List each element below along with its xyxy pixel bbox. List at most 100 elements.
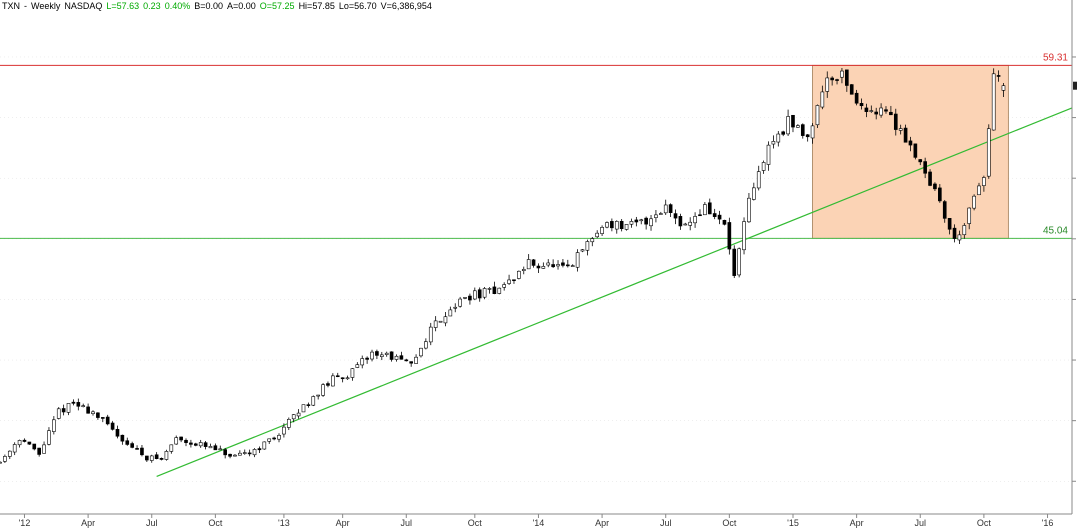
candle-body [517, 270, 521, 279]
candle-body [365, 357, 369, 360]
header-exchange: NASDAQ [64, 1, 103, 11]
candle-body [252, 449, 257, 456]
candle-body [482, 288, 487, 298]
candle-body [668, 204, 673, 213]
x-tick-label: Jul [660, 518, 672, 528]
candle-body [957, 234, 962, 241]
candle-body [257, 448, 262, 451]
candle-body [189, 442, 193, 445]
candle-body [472, 290, 477, 300]
chart-header: TXN - Weekly NASDAQ L=57.63 0.23 0.40% B=0.00 A=… [2, 1, 436, 12]
candle-body [7, 450, 12, 457]
candle-body [874, 111, 879, 115]
candle-body [193, 443, 198, 446]
candle-body [781, 131, 786, 135]
candle-body [428, 326, 433, 343]
header-symbol: TXN [2, 1, 20, 11]
candle-body [0, 461, 2, 464]
candle-body [487, 288, 492, 290]
candle-body [639, 219, 644, 222]
candle-body [492, 286, 497, 294]
candle-body [409, 361, 413, 364]
candle-body [521, 269, 526, 271]
candle-body [453, 306, 458, 309]
x-tick-label: '14 [533, 518, 545, 528]
candle-body [242, 452, 247, 454]
candle-body [110, 422, 115, 430]
candle-body [556, 264, 560, 267]
candle-body [37, 447, 41, 455]
candle-body [301, 404, 306, 413]
candle-body [463, 297, 467, 299]
candle-body [384, 352, 389, 355]
candle-body [737, 248, 741, 276]
candle-body [575, 252, 580, 268]
candle-body [629, 221, 634, 225]
candle-body [419, 347, 423, 357]
candle-body [316, 394, 320, 397]
x-tick-label: Jul [146, 518, 158, 528]
candle-body [879, 107, 883, 116]
candle-body [174, 437, 179, 445]
trendline[interactable] [156, 107, 1073, 477]
candle-body [942, 201, 947, 219]
candle-body [272, 437, 276, 440]
candle-body [321, 384, 325, 396]
candles [0, 67, 1006, 464]
candle-body [22, 439, 27, 442]
x-tick-label: Apr [81, 518, 95, 528]
candle-body [448, 309, 453, 317]
candle-body [277, 434, 281, 440]
candle-body [345, 377, 350, 380]
candle-body [722, 219, 727, 225]
candle-body [32, 443, 37, 450]
candle-body [982, 177, 986, 186]
candle-body [893, 113, 898, 130]
candle-body [394, 355, 399, 360]
header-ask: A=0.00 [227, 1, 256, 11]
candle-body [140, 447, 144, 456]
candle-body [825, 77, 830, 92]
candle-body [693, 216, 697, 224]
candle-body [130, 443, 134, 448]
header-change: 0.23 [143, 1, 161, 11]
x-tick-label: Apr [336, 518, 350, 528]
candle-body [331, 375, 335, 387]
candle-body [776, 133, 781, 143]
candle-body [399, 355, 404, 360]
candle-body [673, 213, 678, 219]
candle-body [311, 396, 316, 406]
candle-body [198, 442, 203, 447]
candle-body [840, 70, 844, 78]
candle-body [663, 204, 668, 214]
header-high: Hi=57.85 [298, 1, 335, 11]
candle-body [86, 406, 90, 414]
candle-body [644, 217, 648, 225]
candle-body [526, 259, 531, 270]
candle-body [913, 143, 918, 158]
candle-body [551, 264, 555, 268]
candle-body [1001, 85, 1006, 91]
candle-body [414, 356, 418, 364]
candle-body [145, 455, 149, 461]
x-tick-label: Oct [208, 518, 223, 528]
candle-body [350, 368, 355, 378]
x-tick-label: Oct [468, 518, 483, 528]
candle-body [42, 444, 46, 454]
candle-body [149, 455, 154, 461]
candle-body [233, 454, 237, 457]
candle-body [962, 225, 967, 236]
price-scale-handle[interactable] [1073, 81, 1077, 90]
support-level-label: 45.04 [1043, 225, 1068, 236]
candle-body [433, 320, 438, 328]
x-axis-ticks: '12 Apr Jul Oct '13 Apr Jul Oct '14 Apr Jul Oct '15 A… [19, 514, 1053, 528]
candle-body [3, 456, 7, 462]
candle-body [835, 79, 839, 81]
candle-body [507, 279, 511, 284]
candle-body [115, 428, 120, 437]
candle-body [477, 289, 482, 299]
candle-body [531, 259, 536, 266]
candle-body [497, 287, 502, 294]
candle-body [610, 221, 614, 229]
